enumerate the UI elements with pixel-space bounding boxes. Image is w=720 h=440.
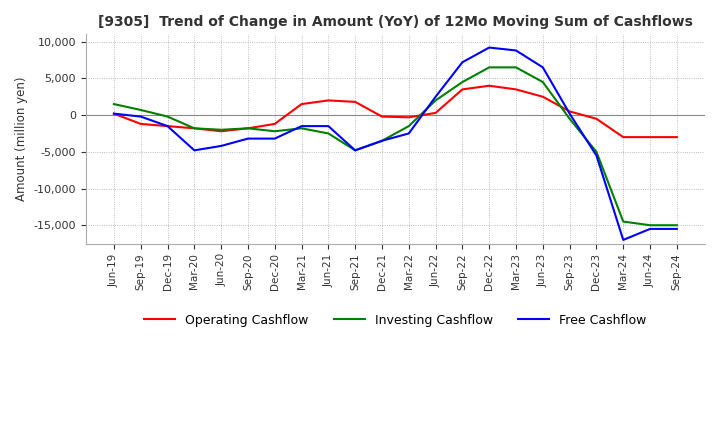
Title: [9305]  Trend of Change in Amount (YoY) of 12Mo Moving Sum of Cashflows: [9305] Trend of Change in Amount (YoY) o… [98,15,693,29]
Operating Cashflow [271,121,279,127]
Operating Cashflow [136,121,145,127]
Investing Cashflow [672,223,681,228]
Free Cashflow [109,111,118,116]
Line: Free Cashflow: Free Cashflow [114,48,677,240]
Investing Cashflow [243,126,252,131]
Operating Cashflow [539,94,547,99]
Operating Cashflow [217,128,225,134]
Operating Cashflow [646,135,654,140]
Free Cashflow [539,65,547,70]
Free Cashflow [672,226,681,231]
Investing Cashflow [431,98,440,103]
Investing Cashflow [378,138,387,143]
Free Cashflow [324,124,333,129]
Operating Cashflow [351,99,359,105]
Free Cashflow [136,114,145,119]
Operating Cashflow [324,98,333,103]
Free Cashflow [190,148,199,153]
Operating Cashflow [431,110,440,116]
Legend: Operating Cashflow, Investing Cashflow, Free Cashflow: Operating Cashflow, Investing Cashflow, … [139,308,652,331]
Operating Cashflow [163,124,172,129]
Operating Cashflow [190,126,199,131]
Operating Cashflow [619,135,628,140]
Operating Cashflow [109,111,118,116]
Operating Cashflow [243,126,252,131]
Line: Investing Cashflow: Investing Cashflow [114,67,677,225]
Investing Cashflow [163,114,172,119]
Investing Cashflow [592,149,600,154]
Investing Cashflow [217,127,225,132]
Free Cashflow [485,45,493,50]
Investing Cashflow [565,116,574,121]
Operating Cashflow [512,87,521,92]
Free Cashflow [378,138,387,143]
Investing Cashflow [109,102,118,107]
Free Cashflow [431,94,440,99]
Operating Cashflow [297,102,306,107]
Investing Cashflow [646,223,654,228]
Free Cashflow [458,59,467,65]
Investing Cashflow [190,126,199,131]
Free Cashflow [271,136,279,141]
Investing Cashflow [619,219,628,224]
Free Cashflow [592,153,600,158]
Investing Cashflow [405,124,413,129]
Investing Cashflow [512,65,521,70]
Investing Cashflow [136,107,145,113]
Free Cashflow [646,226,654,231]
Investing Cashflow [324,131,333,136]
Operating Cashflow [378,114,387,119]
Free Cashflow [243,136,252,141]
Free Cashflow [297,124,306,129]
Investing Cashflow [485,65,493,70]
Free Cashflow [163,124,172,129]
Operating Cashflow [565,109,574,114]
Free Cashflow [619,237,628,242]
Operating Cashflow [672,135,681,140]
Investing Cashflow [297,126,306,131]
Free Cashflow [565,111,574,116]
Free Cashflow [512,48,521,53]
Operating Cashflow [592,116,600,121]
Free Cashflow [217,143,225,149]
Investing Cashflow [539,79,547,84]
Investing Cashflow [271,128,279,134]
Free Cashflow [351,148,359,153]
Investing Cashflow [458,79,467,84]
Y-axis label: Amount (million yen): Amount (million yen) [15,77,28,201]
Operating Cashflow [485,83,493,88]
Line: Operating Cashflow: Operating Cashflow [114,86,677,137]
Operating Cashflow [405,115,413,120]
Investing Cashflow [351,148,359,153]
Free Cashflow [405,131,413,136]
Operating Cashflow [458,87,467,92]
